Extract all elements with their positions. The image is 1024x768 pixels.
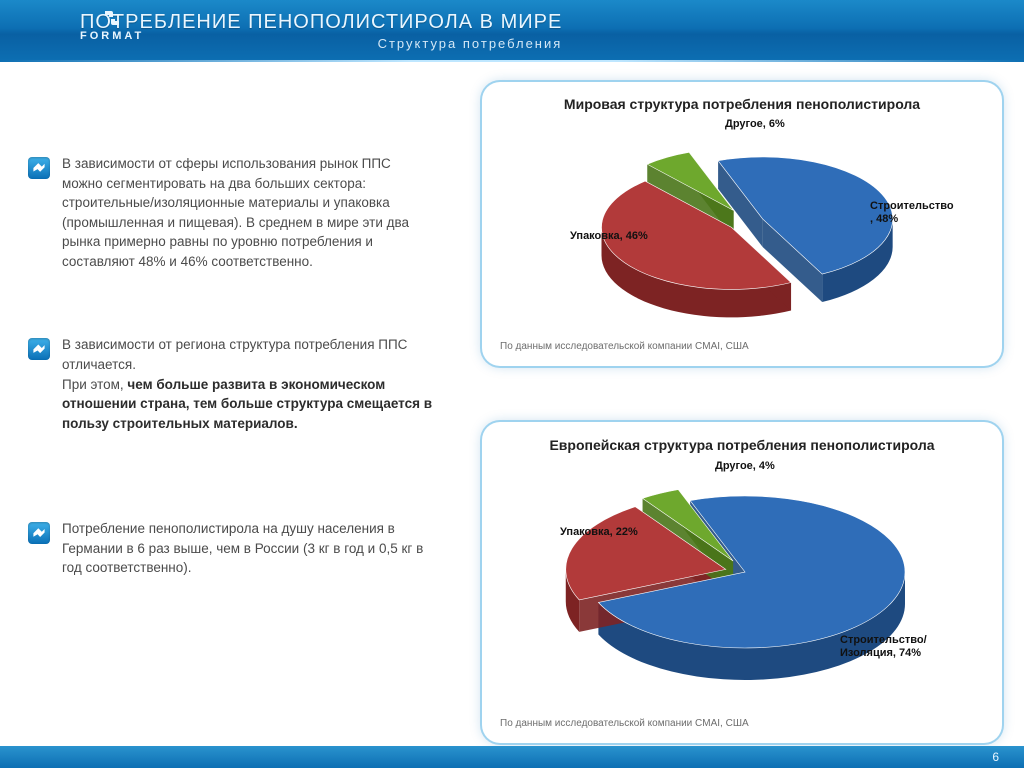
page-title: ПОТРЕБЛЕНИЕ ПЕНОПОЛИСТИРОЛА В МИРЕ: [80, 11, 562, 34]
bullet-1: В зависимости от сферы использования рын…: [28, 154, 433, 271]
arrow-up-icon: [28, 338, 50, 360]
slice-label: Упаковка, 22%: [560, 526, 638, 539]
bullet-3-text: Потребление пенополистирола на душу насе…: [62, 519, 433, 578]
page-number: 6: [992, 750, 999, 764]
arrow-up-icon: [28, 522, 50, 544]
chart-1-title: Мировая структура потребления пенополист…: [490, 96, 994, 112]
logo-icon: [102, 8, 122, 28]
slice-label: Строительство/ Изоляция, 74%: [840, 634, 927, 660]
arrow-up-icon: [28, 157, 50, 179]
bullet-3: Потребление пенополистирола на душу насе…: [28, 519, 433, 578]
slice-label: Строительство , 48%: [870, 200, 954, 226]
chart-1-source: По данным исследовательской компании CMA…: [490, 337, 994, 358]
header-banner: FORMAT ПОТРЕБЛЕНИЕ ПЕНОПОЛИСТИРОЛА В МИР…: [0, 0, 1024, 62]
slice-label: Другое, 6%: [725, 118, 785, 131]
bullet-1-text: В зависимости от сферы использования рын…: [62, 154, 433, 271]
page-subtitle: Структура потребления: [80, 36, 562, 51]
bullet-2: В зависимости от региона структура потре…: [28, 335, 433, 433]
footer-bar: 6: [0, 746, 1024, 768]
content-area: В зависимости от сферы использования рын…: [0, 62, 1024, 746]
slice-label: Другое, 4%: [715, 460, 775, 473]
chart-2-pie: Строительство/ Изоляция, 74% Упаковка, 22…: [490, 454, 994, 714]
slice-label: Упаковка, 46%: [570, 230, 648, 243]
chart-card-world: Мировая структура потребления пенополист…: [482, 82, 1002, 366]
bullet-2-text: В зависимости от региона структура потре…: [62, 335, 433, 433]
left-column: В зависимости от сферы использования рын…: [28, 154, 433, 642]
chart-1-pie: Строительство , 48% Упаковка, 46% Другое, …: [490, 112, 994, 337]
title-block: ПОТРЕБЛЕНИЕ ПЕНОПОЛИСТИРОЛА В МИРЕ Струк…: [80, 11, 562, 51]
chart-card-europe: Европейская структура потребления пенопо…: [482, 422, 1002, 743]
chart-2-source: По данным исследовательской компании CMA…: [490, 714, 994, 735]
chart-2-title: Европейская структура потребления пенопо…: [490, 436, 994, 454]
